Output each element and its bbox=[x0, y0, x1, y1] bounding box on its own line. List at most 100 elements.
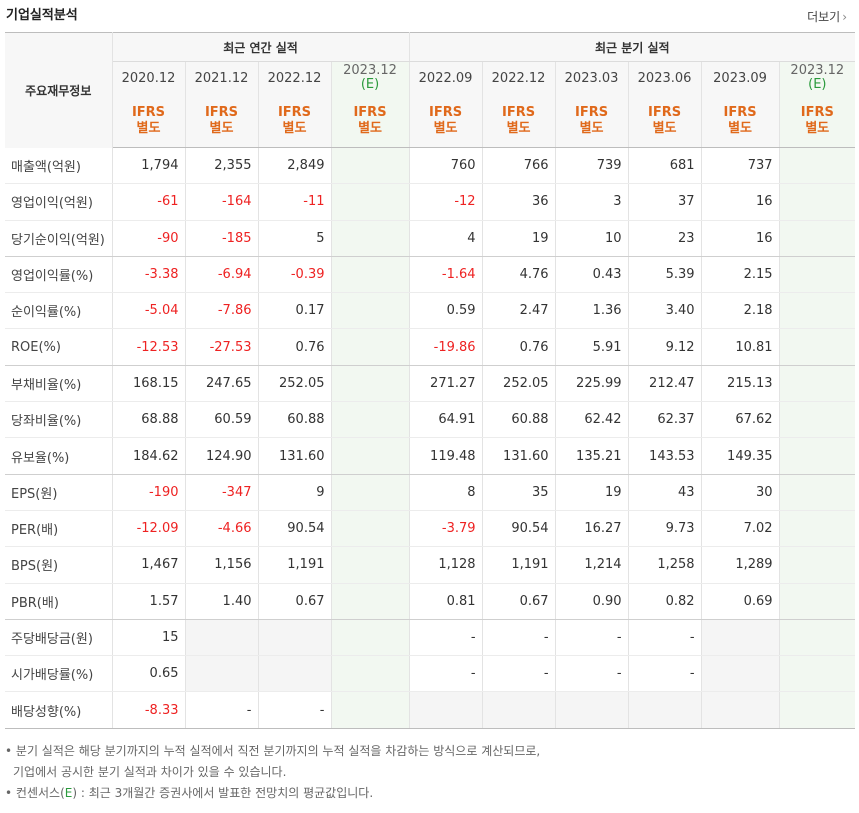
row-label: 영업이익률(%) bbox=[5, 256, 113, 294]
table-row: 당좌비율(%) 68.88 60.59 60.88 64.91 60.88 62.42 62.… bbox=[5, 401, 856, 439]
table-cell: 1,191 bbox=[258, 546, 332, 584]
table-cell: -347 bbox=[185, 474, 259, 511]
row-label: 매출액(억원) bbox=[5, 147, 113, 185]
table-cell bbox=[482, 691, 556, 729]
table-cell bbox=[409, 691, 483, 729]
row-label: 배당성향(%) bbox=[5, 691, 113, 729]
table-cell: - bbox=[258, 691, 332, 729]
column-ifrs-header: IFRS 별도 bbox=[185, 94, 259, 148]
table-cell bbox=[779, 655, 856, 693]
table-cell: -8.33 bbox=[112, 691, 186, 729]
table-cell: 143.53 bbox=[628, 437, 702, 475]
row-label: 유보율(%) bbox=[5, 437, 113, 475]
column-date-header: 2022.09 bbox=[409, 61, 483, 95]
table-cell: 19 bbox=[482, 220, 556, 257]
table-cell: 64.91 bbox=[409, 401, 483, 439]
table-cell: 1,191 bbox=[482, 546, 556, 584]
section-header: 기업실적분석 더보기 › bbox=[0, 0, 859, 32]
column-ifrs-header: IFRS 별도 bbox=[555, 94, 629, 148]
table-cell: -19.86 bbox=[409, 328, 483, 366]
table-cell: 60.88 bbox=[258, 401, 332, 439]
table-cell: 60.59 bbox=[185, 401, 259, 439]
table-cell: 35 bbox=[482, 474, 556, 511]
table-cell bbox=[779, 546, 856, 584]
table-cell bbox=[331, 437, 410, 475]
column-date-header: 2022.12 bbox=[482, 61, 556, 95]
table-cell: 67.62 bbox=[701, 401, 780, 439]
column-date-header: 2023.12 (E) bbox=[779, 61, 856, 95]
table-cell: 149.35 bbox=[701, 437, 780, 475]
table-cell: - bbox=[628, 619, 702, 657]
table-cell: 10 bbox=[555, 220, 629, 257]
column-ifrs-header: IFRS 별도 bbox=[701, 94, 780, 148]
table-cell bbox=[331, 510, 410, 548]
table-cell: 2.15 bbox=[701, 256, 780, 294]
footnotes: • 분기 실적은 해당 분기까지의 누적 실적에서 직전 분기까지의 누적 실적… bbox=[5, 741, 540, 804]
table-cell: -0.39 bbox=[258, 256, 332, 294]
table-cell: -27.53 bbox=[185, 328, 259, 366]
row-label: 당기순이익(억원) bbox=[5, 220, 113, 257]
table-row: 부채비율(%) 168.15 247.65 252.05 271.27 252.05 225… bbox=[5, 365, 856, 403]
table-cell bbox=[331, 256, 410, 294]
table-cell: -190 bbox=[112, 474, 186, 511]
table-cell: 5.91 bbox=[555, 328, 629, 366]
table-cell: 739 bbox=[555, 147, 629, 185]
table-cell: 16 bbox=[701, 183, 780, 221]
table-cell: - bbox=[555, 619, 629, 657]
row-label: 주당배당금(원) bbox=[5, 619, 113, 657]
footnote-2: • 컨센서스(E) : 최근 3개월간 증권사에서 발표한 전망치의 평균값입니… bbox=[5, 786, 374, 800]
column-date-header: 2023.03 bbox=[555, 61, 629, 95]
column-date-header: 2023.09 bbox=[701, 61, 780, 95]
table-cell bbox=[779, 510, 856, 548]
table-cell: 0.67 bbox=[258, 583, 332, 620]
annual-group-header: 최근 연간 실적 bbox=[112, 32, 410, 62]
table-cell: 252.05 bbox=[258, 365, 332, 403]
table-cell bbox=[701, 691, 780, 729]
table-cell: 37 bbox=[628, 183, 702, 221]
footnote-1-cont: 기업에서 공시한 분기 실적과 차이가 있을 수 있습니다. bbox=[13, 765, 287, 779]
row-label: PER(배) bbox=[5, 510, 113, 548]
table-cell: 62.37 bbox=[628, 401, 702, 439]
table-cell: - bbox=[555, 655, 629, 693]
row-label: 시가배당률(%) bbox=[5, 655, 113, 693]
table-cell: 3 bbox=[555, 183, 629, 221]
table-cell bbox=[701, 655, 780, 693]
table-cell bbox=[331, 183, 410, 221]
table-cell bbox=[331, 691, 410, 729]
table-cell bbox=[701, 619, 780, 657]
table-row: 영업이익(억원) -61 -164 -11 -12 36 3 37 16 bbox=[5, 183, 856, 221]
table-cell: 90.54 bbox=[258, 510, 332, 548]
table-cell: 0.76 bbox=[258, 328, 332, 366]
table-cell: 0.82 bbox=[628, 583, 702, 620]
more-link[interactable]: 더보기 › bbox=[807, 8, 847, 25]
table-cell bbox=[331, 619, 410, 657]
table-cell: - bbox=[409, 619, 483, 657]
table-cell: 0.81 bbox=[409, 583, 483, 620]
table-row: 영업이익률(%) -3.38 -6.94 -0.39 -1.64 4.76 0.43 5.39… bbox=[5, 256, 856, 294]
table-cell: 2,849 bbox=[258, 147, 332, 185]
table-cell: 4 bbox=[409, 220, 483, 257]
table-cell: 1.36 bbox=[555, 292, 629, 330]
column-date-header: 2022.12 bbox=[258, 61, 332, 95]
column-ifrs-header: IFRS 별도 bbox=[258, 94, 332, 148]
row-label: 부채비율(%) bbox=[5, 365, 113, 403]
table-cell: 760 bbox=[409, 147, 483, 185]
table-cell: -12.09 bbox=[112, 510, 186, 548]
column-ifrs-header: IFRS 별도 bbox=[482, 94, 556, 148]
table-cell: 9.12 bbox=[628, 328, 702, 366]
row-label: ROE(%) bbox=[5, 328, 113, 366]
table-cell bbox=[779, 619, 856, 657]
table-cell: 184.62 bbox=[112, 437, 186, 475]
table-cell: - bbox=[409, 655, 483, 693]
table-row: 주당배당금(원) 15- - - - bbox=[5, 619, 856, 657]
table-cell: 7.02 bbox=[701, 510, 780, 548]
table-cell: - bbox=[628, 655, 702, 693]
table-row: 시가배당률(%) 0.65- - - - bbox=[5, 655, 856, 693]
table-cell: 16 bbox=[701, 220, 780, 257]
column-date-header: 2023.06 bbox=[628, 61, 702, 95]
table-cell: 62.42 bbox=[555, 401, 629, 439]
table-cell: 19 bbox=[555, 474, 629, 511]
table-cell: 1,467 bbox=[112, 546, 186, 584]
column-date-header: 2021.12 bbox=[185, 61, 259, 95]
table-cell: -12.53 bbox=[112, 328, 186, 366]
